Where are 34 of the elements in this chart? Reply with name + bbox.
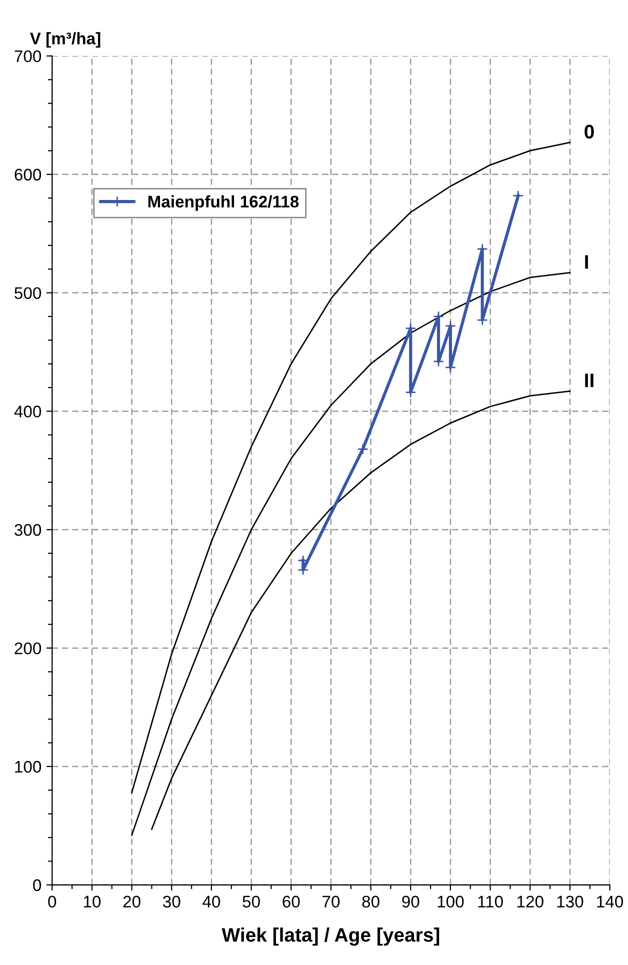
x-tick-label: 110 [478, 896, 503, 908]
series-label: II [585, 374, 594, 388]
x-tick-label: 130 [557, 896, 584, 908]
x-tick-label: 70 [322, 896, 340, 908]
line-series [131, 272, 571, 836]
x-tick-label: 20 [123, 896, 140, 908]
x-axis-title: Wiek [lata] / Age [years] [222, 928, 440, 946]
x-tick-label: 0 [48, 896, 56, 908]
x-tick-label: 100 [438, 896, 464, 908]
line-series [151, 390, 571, 830]
legend-label: Maienpfuhl 162/118 [148, 195, 299, 211]
x-tick-label: 10 [84, 896, 101, 908]
x-tick-label: 90 [402, 896, 420, 908]
y-tick-label: 500 [14, 287, 42, 300]
y-tick-label: 300 [14, 524, 42, 536]
x-tick-label: 60 [282, 896, 300, 908]
y-tick-label: 200 [14, 642, 42, 654]
point [357, 444, 368, 455]
x-tick-label: 120 [517, 896, 544, 908]
x-tick-label: 30 [162, 896, 180, 908]
y-tick-label: 600 [14, 168, 42, 181]
y-axis-title: V [m³/ha] [30, 32, 100, 48]
series-label: 0 [584, 124, 594, 139]
x-tick-label: 80 [362, 896, 380, 908]
x-tick-label: 50 [242, 896, 260, 908]
x-tick-label: 40 [202, 896, 220, 908]
y-tick-label: 700 [14, 50, 42, 62]
x-tick-label: 140 [597, 896, 624, 908]
y-tick-label: 100 [15, 760, 42, 773]
point [512, 190, 524, 202]
line-series [131, 142, 571, 794]
y-tick-label: 0 [33, 879, 42, 892]
series-label: I [585, 255, 588, 269]
y-tick-label: 400 [14, 406, 42, 418]
